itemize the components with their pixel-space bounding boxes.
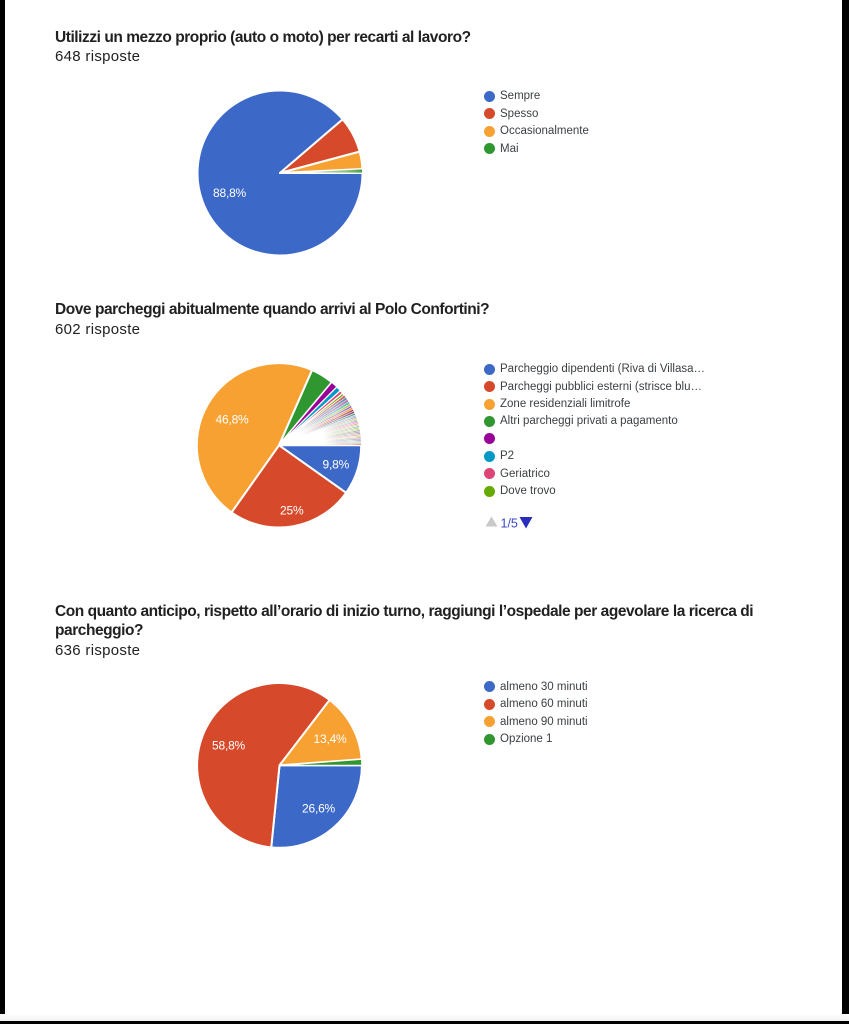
svg-text:58,8%: 58,8%: [212, 739, 246, 753]
svg-text:9,8%: 9,8%: [323, 458, 350, 472]
svg-text:46,8%: 46,8%: [216, 413, 250, 427]
svg-text:88,8%: 88,8%: [213, 186, 247, 200]
svg-text:1/5: 1/5: [501, 517, 518, 531]
svg-text:26,6%: 26,6%: [302, 802, 336, 816]
svg-text:13,4%: 13,4%: [314, 732, 348, 746]
svg-text:25%: 25%: [280, 504, 304, 518]
